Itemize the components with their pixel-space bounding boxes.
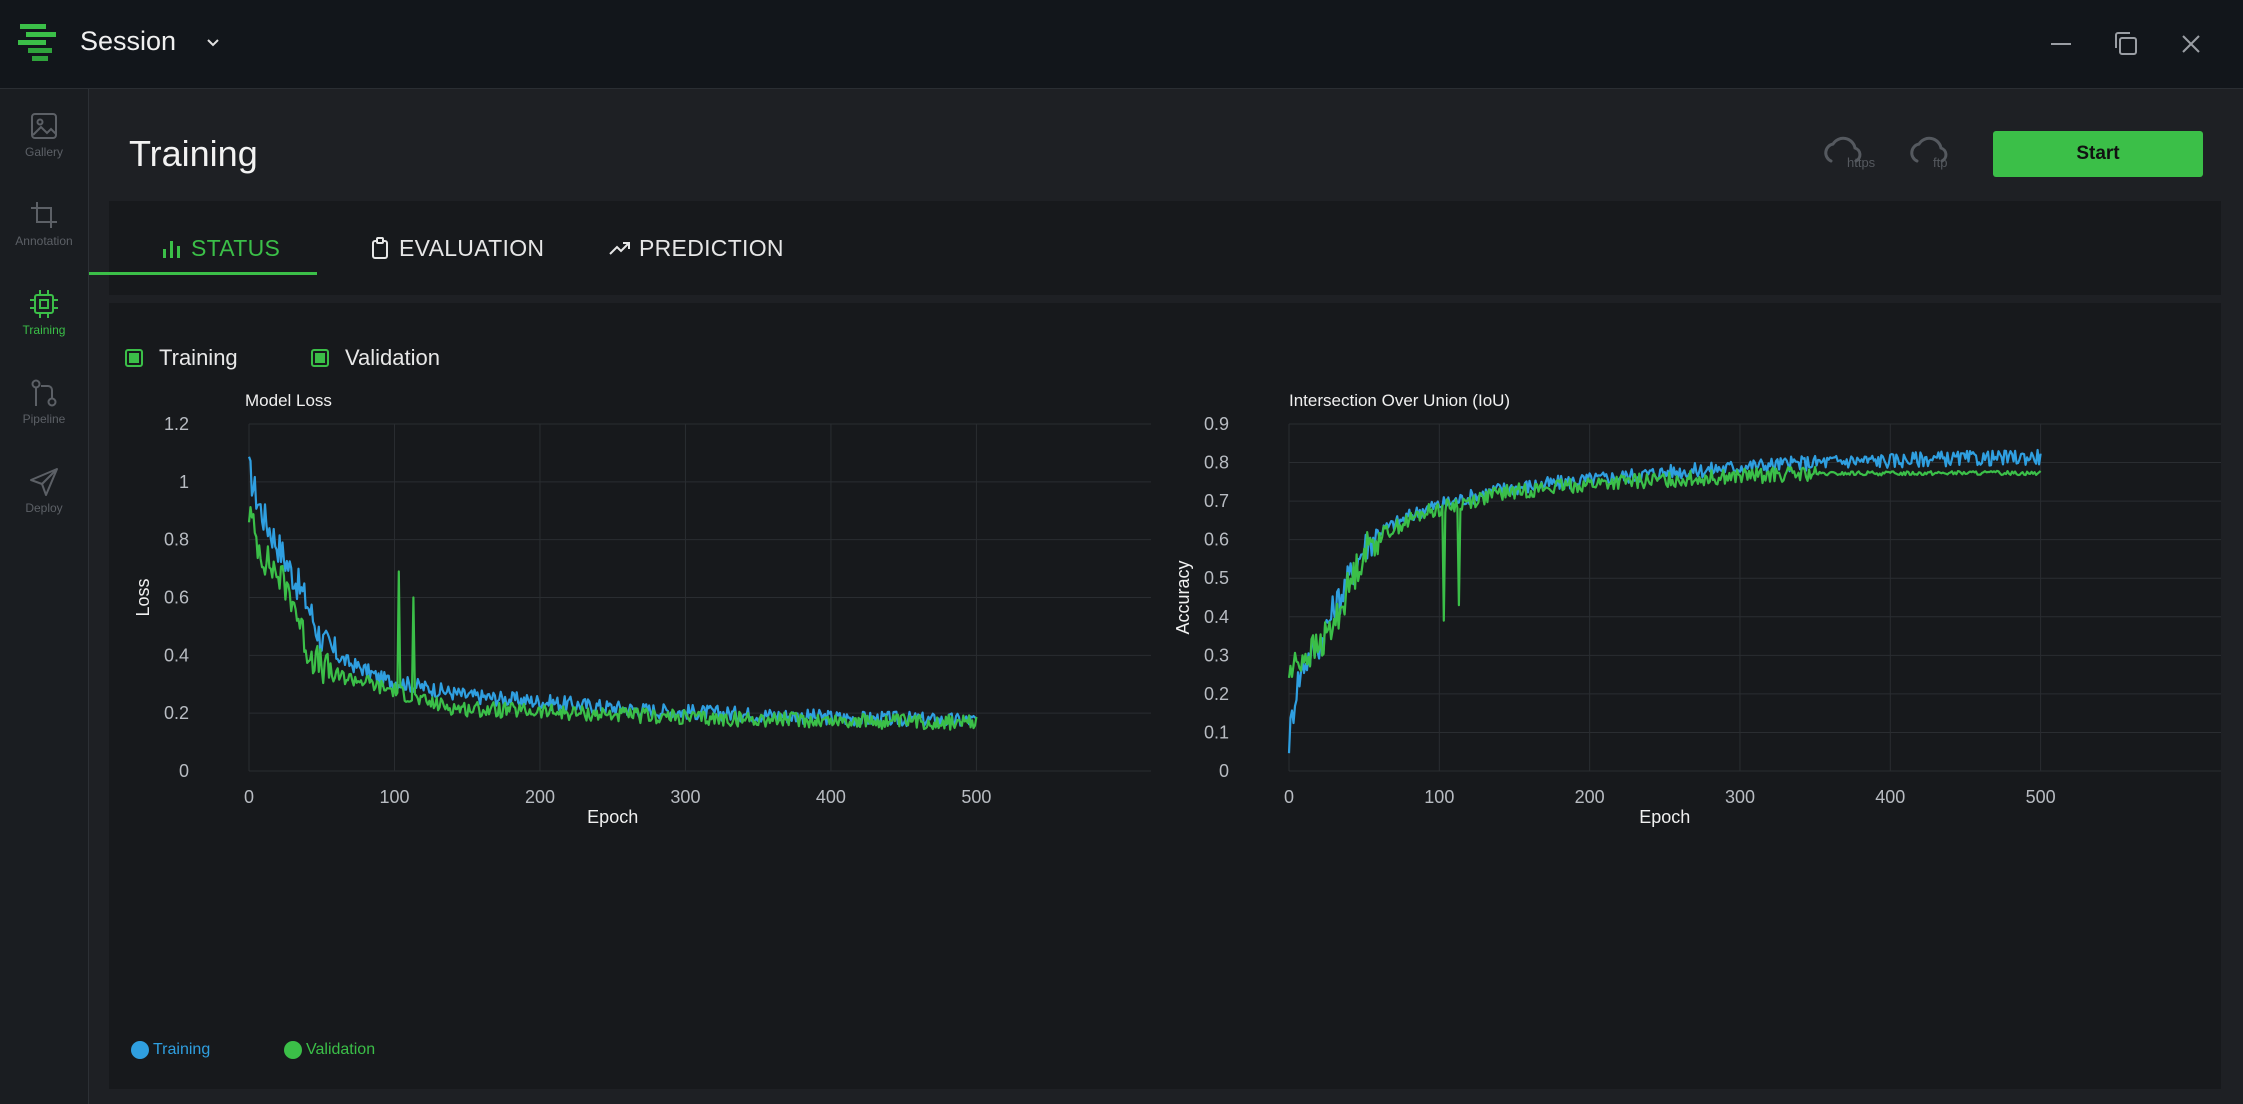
start-button[interactable]: Start — [1993, 131, 2203, 177]
close-icon — [2182, 35, 2200, 53]
x-tick-label: 200 — [1575, 787, 1605, 807]
y-tick-label: 0.5 — [1204, 568, 1229, 588]
sidebar-item-label: Pipeline — [22, 412, 66, 426]
y-tick-label: 0 — [179, 761, 189, 781]
x-tick-label: 300 — [670, 787, 700, 807]
clipboard-icon — [372, 237, 388, 259]
training-checkbox[interactable] — [125, 349, 143, 367]
restore-button[interactable] — [2108, 26, 2144, 62]
y-tick-label: 0.8 — [164, 530, 189, 550]
minimize-button[interactable] — [2043, 26, 2079, 62]
chart-title: Intersection Over Union (IoU) — [1289, 391, 1510, 410]
y-tick-label: 0.4 — [1204, 607, 1229, 627]
tab-evaluation[interactable]: EVALUATION — [369, 201, 544, 295]
x-tick-label: 100 — [379, 787, 409, 807]
crop-icon — [31, 202, 57, 228]
cloud-https-label: https — [1847, 155, 1876, 170]
y-tick-label: 0.9 — [1204, 414, 1229, 434]
x-tick-label: 200 — [525, 787, 555, 807]
sidebar-item-label: Deploy — [25, 501, 63, 515]
sidebar-item-deploy[interactable]: Deploy — [0, 453, 88, 533]
cloud-ftp-label: ftp — [1933, 155, 1947, 170]
charts-panel: Training Validation 0 0.2 0.4 0.6 0.8 1 1.2 0 10… — [109, 303, 2221, 1089]
x-tick-label: 300 — [1725, 787, 1755, 807]
training-toggle[interactable]: Training — [125, 345, 238, 371]
y-tick-label: 0.3 — [1204, 645, 1229, 665]
series-line-training — [247, 456, 977, 728]
tab-bar: STATUS EVALUATION PREDICTION — [109, 201, 2221, 295]
x-tick-label: 500 — [961, 787, 991, 807]
image-icon — [31, 113, 57, 139]
y-tick-label: 0.4 — [164, 645, 189, 665]
tab-active-indicator — [89, 272, 317, 275]
main-content: Training https ftp Start STATUS EVALUATI… — [89, 89, 2243, 1104]
y-tick-label: 0 — [1219, 761, 1229, 781]
title-bar: Session — [0, 0, 2243, 89]
tab-label: PREDICTION — [639, 234, 784, 261]
tab-label: STATUS — [191, 234, 281, 261]
y-tick-label: 0.7 — [1204, 491, 1229, 511]
tab-prediction[interactable]: PREDICTION — [609, 201, 784, 295]
legend-training-dot — [131, 1041, 149, 1059]
x-tick-label: 0 — [1284, 787, 1294, 807]
y-axis-label: Accuracy — [1173, 560, 1193, 634]
x-tick-label: 100 — [1424, 787, 1454, 807]
sidebar-item-label: Gallery — [24, 145, 63, 159]
x-tick-label: 400 — [1875, 787, 1905, 807]
sidebar-item-training[interactable]: Training — [0, 275, 88, 355]
validation-toggle-label: Validation — [345, 345, 440, 370]
close-button[interactable] — [2173, 26, 2209, 62]
page-title: Training — [129, 133, 258, 174]
x-tick-label: 500 — [2026, 787, 2056, 807]
chip-icon — [30, 290, 58, 318]
validation-checkbox[interactable] — [311, 349, 329, 367]
legend-validation[interactable]: Validation — [284, 1041, 375, 1059]
y-tick-label: 0.6 — [164, 588, 189, 608]
sidebar: Gallery Annotation Training — [0, 89, 89, 1104]
sidebar-item-pipeline[interactable]: Pipeline — [0, 364, 88, 444]
chart-model-loss: 0 0.2 0.4 0.6 0.8 1 1.2 0 100 200 300 400 500 Model L… — [133, 391, 1151, 827]
chart-title: Model Loss — [245, 391, 332, 410]
legend-training[interactable]: Training — [131, 1041, 210, 1059]
cloud-ftp-icon[interactable]: ftp — [1907, 131, 1971, 171]
send-icon — [30, 468, 58, 496]
y-tick-label: 1 — [179, 472, 189, 492]
charts-canvas: 0 0.2 0.4 0.6 0.8 1 1.2 0 100 200 300 400 500 Model L… — [133, 391, 2221, 827]
sidebar-item-label: Annotation — [15, 234, 73, 248]
legend-validation-dot — [284, 1041, 302, 1059]
chevron-down-icon[interactable] — [204, 34, 222, 52]
cloud-https-icon[interactable]: https — [1821, 131, 1885, 171]
x-axis-label: Epoch — [1639, 807, 1690, 827]
y-axis-label: Loss — [133, 578, 153, 616]
y-tick-label: 0.2 — [1204, 684, 1229, 704]
restore-icon — [2115, 32, 2137, 55]
series-line-training — [1287, 448, 2042, 754]
y-tick-label: 0.8 — [1204, 453, 1229, 473]
x-axis-label: Epoch — [587, 807, 638, 827]
y-tick-label: 0.1 — [1204, 722, 1229, 742]
y-tick-label: 0.2 — [164, 703, 189, 723]
sidebar-item-annotation[interactable]: Annotation — [0, 186, 88, 266]
bar-chart-icon — [163, 241, 180, 258]
series-line-validation — [247, 506, 978, 731]
y-tick-label: 1.2 — [164, 414, 189, 434]
series-line-validation — [1287, 465, 2042, 679]
chart-iou: 0 0.1 0.2 0.3 0.4 0.5 0.6 0.7 0.8 0.9 0 100 200 300 40… — [1173, 391, 2221, 827]
app-logo-icon — [18, 24, 56, 61]
minimize-icon — [2051, 43, 2071, 45]
x-tick-label: 400 — [816, 787, 846, 807]
y-tick-label: 0.6 — [1204, 530, 1229, 550]
sidebar-item-gallery[interactable]: Gallery — [0, 97, 88, 177]
tab-label: EVALUATION — [399, 234, 545, 261]
legend-training-label: Training — [153, 1041, 211, 1058]
x-tick-label: 0 — [244, 787, 254, 807]
trending-up-icon — [609, 242, 630, 255]
pipeline-icon — [31, 379, 57, 407]
sidebar-item-label: Training — [22, 323, 66, 337]
tab-status[interactable]: STATUS — [161, 201, 280, 295]
validation-toggle[interactable]: Validation — [311, 345, 440, 371]
session-title[interactable]: Session — [80, 26, 177, 56]
legend-validation-label: Validation — [306, 1041, 376, 1058]
training-toggle-label: Training — [159, 345, 238, 370]
